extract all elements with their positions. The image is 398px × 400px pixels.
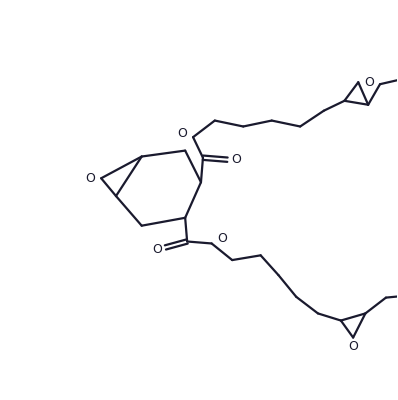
Text: O: O bbox=[177, 128, 187, 140]
Text: O: O bbox=[364, 76, 374, 89]
Text: O: O bbox=[152, 243, 162, 256]
Text: O: O bbox=[231, 153, 241, 166]
Text: O: O bbox=[217, 232, 227, 245]
Text: O: O bbox=[85, 172, 95, 185]
Text: O: O bbox=[348, 340, 358, 353]
